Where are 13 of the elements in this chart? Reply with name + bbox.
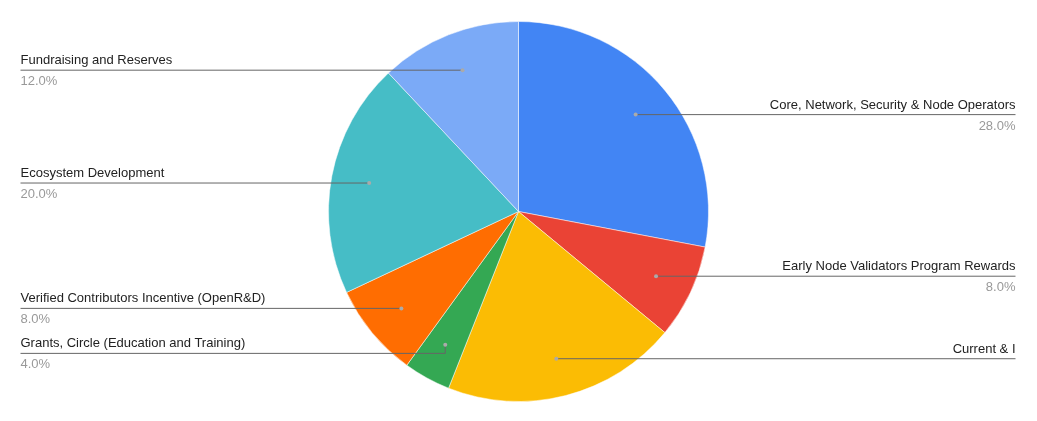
data-label: 20.0% bbox=[20, 186, 58, 202]
slice-label: Verified Contributors Incentive (OpenR&D) bbox=[20, 290, 266, 306]
data-label: 12.0% bbox=[20, 73, 58, 89]
slice-label: Core, Network, Security & Node Operators bbox=[769, 96, 1016, 112]
data-label: 8.0% bbox=[985, 279, 1016, 295]
data-label: 4.0% bbox=[20, 356, 51, 372]
slice-label: Fundraising and Reserves bbox=[20, 52, 173, 68]
slice-label: Grants, Circle (Education and Training) bbox=[20, 335, 246, 351]
slice-label: Current & I bbox=[952, 340, 1016, 356]
slice-label: Early Node Validators Program Rewards bbox=[782, 258, 1016, 274]
data-label: 8.0% bbox=[20, 311, 51, 327]
data-label: 28.0% bbox=[978, 117, 1016, 133]
slice-label: Ecosystem Development bbox=[20, 165, 165, 181]
